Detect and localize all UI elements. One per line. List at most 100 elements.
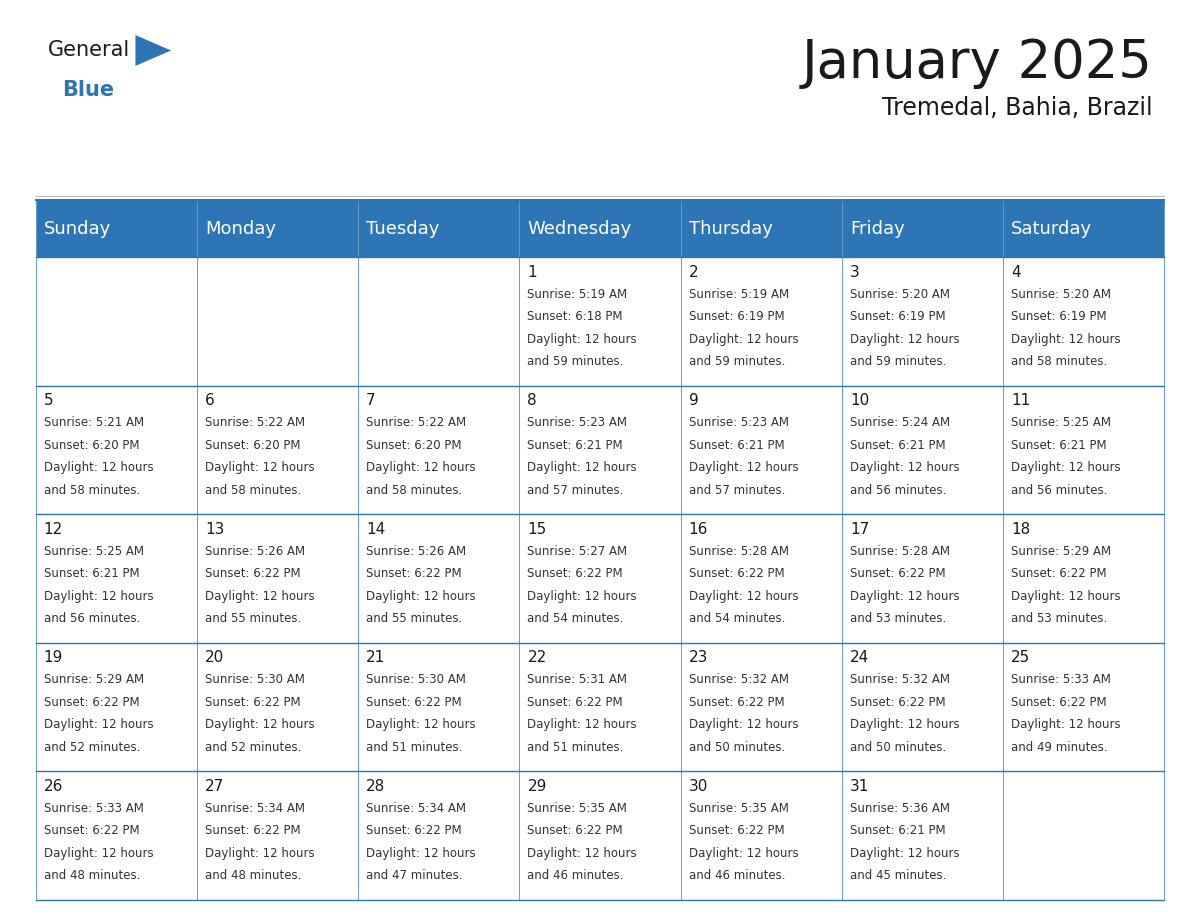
Text: Sunset: 6:22 PM: Sunset: 6:22 PM — [527, 567, 623, 580]
Text: 5: 5 — [44, 393, 53, 409]
Text: and 51 minutes.: and 51 minutes. — [366, 741, 462, 754]
Bar — [842, 257, 1003, 386]
Text: Sunset: 6:21 PM: Sunset: 6:21 PM — [44, 567, 139, 580]
Text: and 48 minutes.: and 48 minutes. — [44, 869, 140, 882]
Text: Sunset: 6:22 PM: Sunset: 6:22 PM — [204, 824, 301, 837]
Text: Sunrise: 5:23 AM: Sunrise: 5:23 AM — [689, 417, 789, 430]
Text: Daylight: 12 hours: Daylight: 12 hours — [366, 719, 475, 732]
Bar — [681, 514, 842, 643]
Text: Sunrise: 5:28 AM: Sunrise: 5:28 AM — [689, 545, 789, 558]
Bar — [842, 514, 1003, 643]
Bar — [197, 386, 358, 514]
Bar — [36, 257, 197, 386]
Polygon shape — [135, 35, 171, 66]
Text: 18: 18 — [1011, 521, 1030, 537]
Text: Sunrise: 5:35 AM: Sunrise: 5:35 AM — [689, 802, 789, 815]
Text: Sunset: 6:21 PM: Sunset: 6:21 PM — [849, 824, 946, 837]
Text: Daylight: 12 hours: Daylight: 12 hours — [1011, 590, 1120, 603]
Text: and 55 minutes.: and 55 minutes. — [204, 612, 302, 625]
Bar — [358, 643, 519, 771]
Text: Sunset: 6:21 PM: Sunset: 6:21 PM — [849, 439, 946, 452]
Bar — [36, 643, 197, 771]
Text: 3: 3 — [849, 264, 860, 280]
Bar — [36, 386, 197, 514]
Text: 24: 24 — [849, 650, 870, 666]
Bar — [842, 771, 1003, 900]
Text: 21: 21 — [366, 650, 385, 666]
Text: 22: 22 — [527, 650, 546, 666]
Bar — [519, 514, 681, 643]
Bar — [36, 771, 197, 900]
Text: Sunset: 6:22 PM: Sunset: 6:22 PM — [44, 824, 139, 837]
Text: Tremedal, Bahia, Brazil: Tremedal, Bahia, Brazil — [881, 96, 1152, 120]
Text: and 54 minutes.: and 54 minutes. — [527, 612, 624, 625]
Text: and 56 minutes.: and 56 minutes. — [1011, 484, 1107, 497]
Bar — [358, 386, 519, 514]
Text: 8: 8 — [527, 393, 537, 409]
Text: Sunrise: 5:30 AM: Sunrise: 5:30 AM — [204, 674, 305, 687]
Text: 17: 17 — [849, 521, 870, 537]
Text: 31: 31 — [849, 778, 870, 794]
Text: 29: 29 — [527, 778, 546, 794]
Text: Sunset: 6:19 PM: Sunset: 6:19 PM — [1011, 310, 1107, 323]
Text: Sunrise: 5:20 AM: Sunrise: 5:20 AM — [1011, 288, 1111, 301]
Text: Sunrise: 5:20 AM: Sunrise: 5:20 AM — [849, 288, 950, 301]
Text: Sunset: 6:22 PM: Sunset: 6:22 PM — [204, 696, 301, 709]
Text: and 49 minutes.: and 49 minutes. — [1011, 741, 1107, 754]
Text: Daylight: 12 hours: Daylight: 12 hours — [1011, 462, 1120, 475]
Text: and 46 minutes.: and 46 minutes. — [527, 869, 624, 882]
Text: Sunset: 6:22 PM: Sunset: 6:22 PM — [1011, 696, 1107, 709]
Bar — [358, 514, 519, 643]
Text: Daylight: 12 hours: Daylight: 12 hours — [527, 719, 637, 732]
Text: Tuesday: Tuesday — [366, 219, 440, 238]
Text: Sunrise: 5:27 AM: Sunrise: 5:27 AM — [527, 545, 627, 558]
Text: Sunset: 6:22 PM: Sunset: 6:22 PM — [527, 824, 623, 837]
Text: Sunset: 6:22 PM: Sunset: 6:22 PM — [527, 696, 623, 709]
Text: Sunrise: 5:26 AM: Sunrise: 5:26 AM — [366, 545, 466, 558]
Text: Sunrise: 5:29 AM: Sunrise: 5:29 AM — [44, 674, 144, 687]
Text: and 53 minutes.: and 53 minutes. — [849, 612, 946, 625]
Text: Sunrise: 5:29 AM: Sunrise: 5:29 AM — [1011, 545, 1111, 558]
Text: Daylight: 12 hours: Daylight: 12 hours — [527, 590, 637, 603]
Text: General: General — [48, 40, 129, 61]
Bar — [1003, 514, 1164, 643]
Text: Daylight: 12 hours: Daylight: 12 hours — [689, 462, 798, 475]
Text: Daylight: 12 hours: Daylight: 12 hours — [689, 847, 798, 860]
Text: 30: 30 — [689, 778, 708, 794]
Text: Sunrise: 5:22 AM: Sunrise: 5:22 AM — [204, 417, 305, 430]
Text: Sunrise: 5:26 AM: Sunrise: 5:26 AM — [204, 545, 305, 558]
Text: 19: 19 — [44, 650, 63, 666]
Text: Daylight: 12 hours: Daylight: 12 hours — [44, 847, 153, 860]
Text: Daylight: 12 hours: Daylight: 12 hours — [527, 462, 637, 475]
Text: Daylight: 12 hours: Daylight: 12 hours — [204, 847, 315, 860]
Bar — [1003, 386, 1164, 514]
Text: and 46 minutes.: and 46 minutes. — [689, 869, 785, 882]
Text: Daylight: 12 hours: Daylight: 12 hours — [366, 847, 475, 860]
Text: Daylight: 12 hours: Daylight: 12 hours — [366, 462, 475, 475]
Bar — [842, 200, 1003, 257]
Text: Sunrise: 5:33 AM: Sunrise: 5:33 AM — [1011, 674, 1111, 687]
Text: 27: 27 — [204, 778, 225, 794]
Text: Sunrise: 5:25 AM: Sunrise: 5:25 AM — [44, 545, 144, 558]
Text: Sunset: 6:22 PM: Sunset: 6:22 PM — [689, 824, 784, 837]
Bar — [358, 257, 519, 386]
Text: Sunrise: 5:25 AM: Sunrise: 5:25 AM — [1011, 417, 1111, 430]
Text: 4: 4 — [1011, 264, 1020, 280]
Text: Sunset: 6:22 PM: Sunset: 6:22 PM — [366, 824, 462, 837]
Bar — [681, 386, 842, 514]
Text: 23: 23 — [689, 650, 708, 666]
Text: 11: 11 — [1011, 393, 1030, 409]
Text: 25: 25 — [1011, 650, 1030, 666]
Text: Daylight: 12 hours: Daylight: 12 hours — [44, 590, 153, 603]
Bar — [197, 771, 358, 900]
Text: 13: 13 — [204, 521, 225, 537]
Text: Sunset: 6:22 PM: Sunset: 6:22 PM — [849, 696, 946, 709]
Text: Sunset: 6:22 PM: Sunset: 6:22 PM — [849, 567, 946, 580]
Text: Sunrise: 5:19 AM: Sunrise: 5:19 AM — [527, 288, 627, 301]
Text: 28: 28 — [366, 778, 385, 794]
Text: Sunset: 6:18 PM: Sunset: 6:18 PM — [527, 310, 623, 323]
Text: Sunrise: 5:31 AM: Sunrise: 5:31 AM — [527, 674, 627, 687]
Text: 10: 10 — [849, 393, 870, 409]
Text: and 59 minutes.: and 59 minutes. — [849, 355, 946, 368]
Text: Sunrise: 5:30 AM: Sunrise: 5:30 AM — [366, 674, 466, 687]
